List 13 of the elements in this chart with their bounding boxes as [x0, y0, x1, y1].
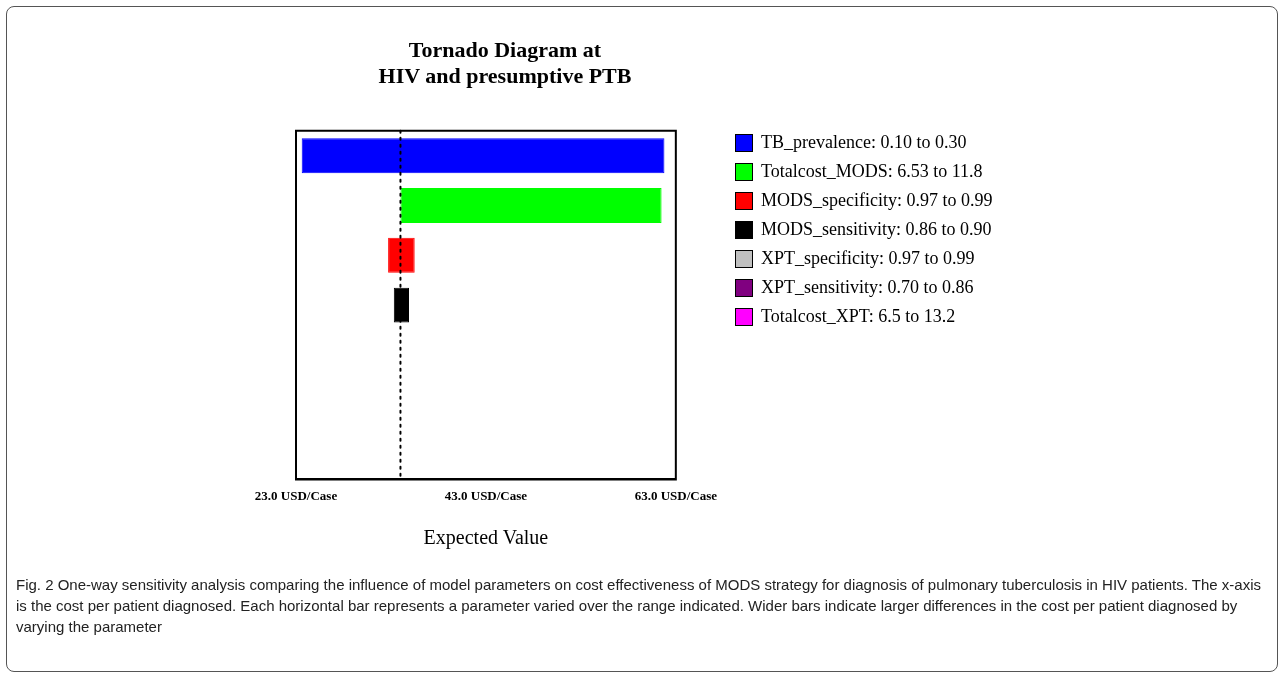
- x-tick-label: 63.0 USD/Case: [634, 487, 718, 503]
- legend-label: XPT_sensitivity: 0.70 to 0.86: [761, 277, 974, 298]
- x-tick-label: 43.0 USD/Case: [444, 487, 528, 503]
- legend-label: Totalcost_MODS: 6.53 to 11.8: [761, 161, 983, 182]
- legend-label: MODS_sensitivity: 0.86 to 0.90: [761, 219, 992, 240]
- x-tick-label: 23.0 USD/Case: [254, 487, 338, 503]
- legend-label: XPT_specificity: 0.97 to 0.99: [761, 248, 975, 269]
- caption: Fig. 2 One-way sensitivity analysis comparing the influence of model parameters on cost effectiveness of MODS strategy for diagnosis of pulmonary tuberculosis in HIV patients. The x-axis is the cost per patient diagnosed. Each horizontal bar represents a parameter varied over the range indicated. Wider bars indicate larger differences in the cost per patient diagnosed by varying the parameter: [16, 575, 1263, 637]
- x-axis-title: Expected Value: [423, 526, 549, 550]
- legend-label: TB_prevalence: 0.10 to 0.30: [761, 132, 967, 153]
- legend-label: Totalcost_XPT: 6.5 to 13.2: [761, 306, 956, 327]
- chart-title: Tornado Diagram at HIV and presumptive PTB: [378, 36, 632, 89]
- legend-label: MODS_specificity: 0.97 to 0.99: [761, 190, 993, 211]
